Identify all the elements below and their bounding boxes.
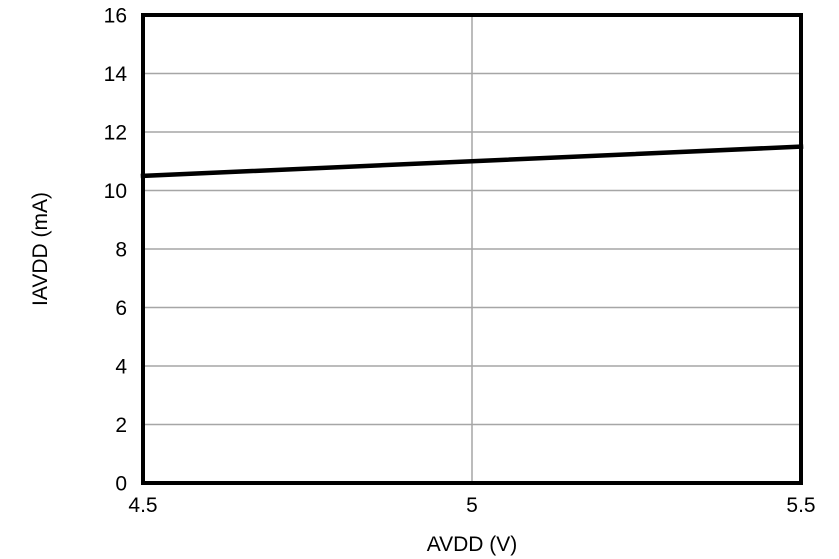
y-tick-label: 8 xyxy=(115,239,127,262)
y-tick-label: 10 xyxy=(104,180,127,203)
x-tick-label: 4.5 xyxy=(128,494,157,517)
x-tick-label: 5 xyxy=(466,494,478,517)
x-axis-label: AVDD (V) xyxy=(427,533,518,556)
y-tick-label: 4 xyxy=(115,356,127,379)
y-tick-label: 0 xyxy=(115,473,127,496)
y-axis-label: IAVDD (mA) xyxy=(29,192,52,306)
y-tick-label: 16 xyxy=(104,5,127,28)
y-tick-labels: 0 2 4 6 8 10 12 14 16 xyxy=(104,5,128,496)
y-tick-label: 14 xyxy=(104,63,128,86)
x-tick-label: 5.5 xyxy=(786,494,815,517)
series-line-iavdd xyxy=(140,144,804,179)
y-tick-label: 2 xyxy=(115,414,127,437)
series-lines xyxy=(140,144,804,179)
y-tick-label: 12 xyxy=(104,122,127,145)
plot-frame xyxy=(141,13,803,485)
x-tick-labels: 4.5 5 5.5 xyxy=(128,494,815,517)
y-tick-label: 6 xyxy=(115,297,127,320)
gridlines xyxy=(143,15,801,483)
